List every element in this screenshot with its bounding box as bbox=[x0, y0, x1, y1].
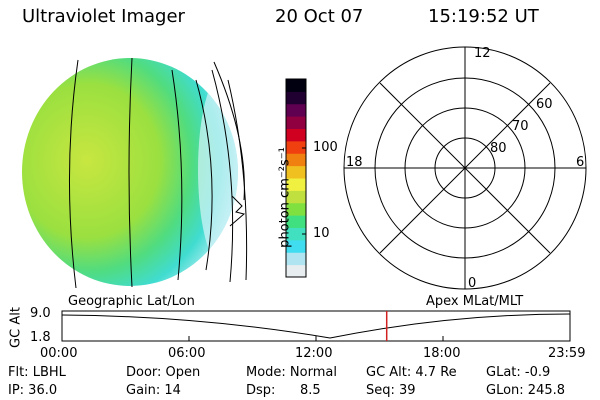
mlt-label-18: 18 bbox=[346, 155, 363, 170]
mlt-label-6: 6 bbox=[576, 155, 585, 170]
colorbar-cell bbox=[286, 79, 306, 92]
polar-plot bbox=[343, 46, 587, 290]
altitude-ylabel: GC Alt bbox=[8, 307, 24, 348]
status-ip: IP: 36.0 bbox=[8, 383, 58, 398]
right-projection-label: Apex MLat/MLT bbox=[426, 294, 524, 309]
image-time: 15:19:52 UT bbox=[428, 6, 539, 27]
left-projection-label: Geographic Lat/Lon bbox=[68, 294, 195, 309]
status-gc-alt: GC Alt: 4.7 Re bbox=[366, 365, 457, 380]
status-gain: Gain: 14 bbox=[126, 383, 181, 398]
altitude-xtick-1: 06:00 bbox=[168, 346, 206, 361]
colorbar-cell bbox=[286, 116, 306, 130]
colorbar-cell bbox=[286, 190, 306, 204]
altitude-xtick-4: 23:59 bbox=[548, 346, 586, 361]
colorbar-cell bbox=[286, 165, 306, 179]
status-glon: GLon: 245.8 bbox=[486, 383, 566, 398]
colorbar-cell bbox=[286, 91, 306, 105]
colorbar-cell bbox=[286, 202, 306, 216]
colorbar-cell bbox=[286, 264, 306, 278]
mlt-label-12: 12 bbox=[474, 46, 491, 61]
status-dsp-value: 8.5 bbox=[300, 383, 321, 398]
colorbar-label: photon cm⁻²s⁻¹ bbox=[277, 147, 293, 248]
image-date: 20 Oct 07 bbox=[275, 6, 364, 27]
colorbar bbox=[285, 78, 307, 278]
colorbar-tick-10: 10 bbox=[313, 226, 330, 241]
colorbar-cell bbox=[286, 215, 306, 229]
colorbar-cell bbox=[286, 227, 306, 241]
altitude-xtick-3: 18:00 bbox=[423, 346, 461, 361]
colorbar-cell bbox=[286, 153, 306, 167]
altitude-ytick-bottom: 1.8 bbox=[30, 330, 51, 345]
colorbar-cell bbox=[286, 128, 306, 142]
status-seq: Seq: 39 bbox=[366, 383, 416, 398]
altitude-xtick-2: 12:00 bbox=[295, 346, 333, 361]
image-title: Ultraviolet Imager bbox=[22, 6, 185, 27]
colorbar-cell bbox=[286, 239, 306, 253]
mlt-label-0: 0 bbox=[468, 276, 477, 291]
altitude-ytick-top: 9.0 bbox=[30, 306, 51, 321]
colorbar-cell bbox=[286, 140, 306, 154]
longitude-lines bbox=[68, 57, 248, 289]
status-mode: Mode: Normal bbox=[246, 365, 337, 380]
colorbar-cell bbox=[286, 103, 306, 117]
colorbar-cell bbox=[286, 178, 306, 191]
lat-label-70: 70 bbox=[512, 119, 529, 134]
status-dsp-label: Dsp: bbox=[246, 383, 276, 398]
altitude-xtick-0: 00:00 bbox=[40, 346, 78, 361]
colorbar-cell bbox=[286, 252, 306, 266]
altitude-plot bbox=[61, 310, 571, 342]
status-glat: GLat: -0.9 bbox=[486, 365, 551, 380]
lat-label-60: 60 bbox=[536, 97, 553, 112]
colorbar-tick-100: 100 bbox=[313, 140, 338, 155]
lat-label-80: 80 bbox=[490, 141, 507, 156]
earth-image bbox=[22, 57, 248, 289]
status-door: Door: Open bbox=[126, 365, 201, 380]
status-filter: Flt: LBHL bbox=[8, 365, 66, 380]
